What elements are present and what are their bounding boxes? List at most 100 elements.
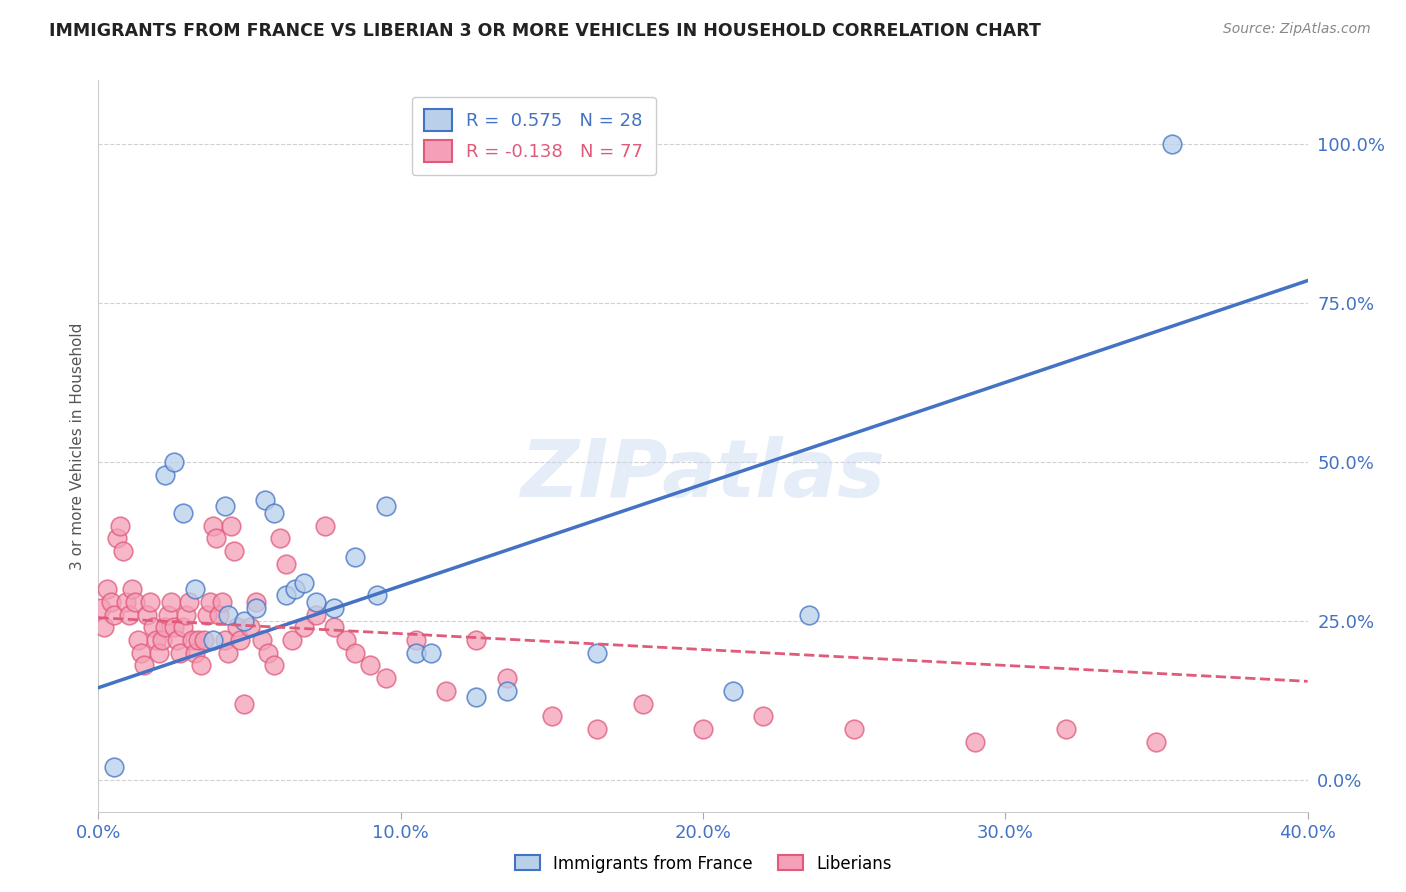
Point <box>214 500 236 514</box>
Point <box>284 582 307 596</box>
Point <box>100 595 122 609</box>
Point <box>172 620 194 634</box>
Point <box>163 620 186 634</box>
Point <box>263 658 285 673</box>
Point <box>465 632 488 647</box>
Point <box>1160 136 1182 151</box>
Text: IMMIGRANTS FROM FRANCE VS LIBERIAN 3 OR MORE VEHICLES IN HOUSEHOLD CORRELATION C: IMMIGRANTS FROM FRANCE VS LIBERIAN 3 OR … <box>49 22 1040 40</box>
Point <box>323 601 346 615</box>
Text: ZIPatlas: ZIPatlas <box>520 436 886 515</box>
Point <box>202 518 225 533</box>
Point <box>540 709 562 723</box>
Point <box>221 518 243 533</box>
Point <box>114 595 136 609</box>
Point <box>224 544 246 558</box>
Point <box>193 632 215 647</box>
Point <box>169 646 191 660</box>
Point <box>495 684 517 698</box>
Point <box>148 646 170 660</box>
Point <box>226 620 249 634</box>
Point <box>153 620 176 634</box>
Point <box>692 722 714 736</box>
Point <box>108 518 131 533</box>
Point <box>1144 735 1167 749</box>
Point <box>187 632 209 647</box>
Point <box>465 690 488 705</box>
Point <box>253 493 276 508</box>
Point <box>93 620 115 634</box>
Point <box>281 632 304 647</box>
Point <box>179 595 201 609</box>
Point <box>344 646 367 660</box>
Point <box>139 595 162 609</box>
Point <box>586 646 609 660</box>
Point <box>360 658 382 673</box>
Legend: R =  0.575   N = 28, R = -0.138   N = 77: R = 0.575 N = 28, R = -0.138 N = 77 <box>412 96 655 175</box>
Point <box>274 589 297 603</box>
Point <box>631 697 654 711</box>
Point <box>160 595 183 609</box>
Point <box>118 607 141 622</box>
Point <box>184 646 207 660</box>
Point <box>752 709 775 723</box>
Legend: Immigrants from France, Liberians: Immigrants from France, Liberians <box>508 848 898 880</box>
Point <box>121 582 143 596</box>
Point <box>90 601 112 615</box>
Point <box>292 575 315 590</box>
Point <box>323 620 346 634</box>
Point <box>586 722 609 736</box>
Point <box>129 646 152 660</box>
Point <box>723 684 745 698</box>
Point <box>250 632 273 647</box>
Point <box>374 671 396 685</box>
Point <box>314 518 336 533</box>
Text: Source: ZipAtlas.com: Source: ZipAtlas.com <box>1223 22 1371 37</box>
Point <box>195 607 218 622</box>
Point <box>256 646 278 660</box>
Point <box>269 531 291 545</box>
Point <box>335 632 357 647</box>
Point <box>124 595 146 609</box>
Point <box>145 632 167 647</box>
Point <box>135 607 157 622</box>
Point <box>202 632 225 647</box>
Point <box>245 601 267 615</box>
Point <box>166 632 188 647</box>
Point <box>163 455 186 469</box>
Point <box>96 582 118 596</box>
Point <box>103 607 125 622</box>
Point <box>172 506 194 520</box>
Point <box>150 632 173 647</box>
Point <box>366 589 388 603</box>
Point <box>190 658 212 673</box>
Point <box>127 632 149 647</box>
Point <box>214 632 236 647</box>
Point <box>232 697 254 711</box>
Point <box>200 595 222 609</box>
Point <box>1054 722 1077 736</box>
Y-axis label: 3 or more Vehicles in Household: 3 or more Vehicles in Household <box>69 322 84 570</box>
Point <box>111 544 134 558</box>
Point <box>229 632 252 647</box>
Point <box>305 595 328 609</box>
Point <box>217 607 239 622</box>
Point <box>105 531 128 545</box>
Point <box>405 646 427 660</box>
Point <box>245 595 267 609</box>
Point <box>965 735 987 749</box>
Point <box>208 607 231 622</box>
Point <box>181 632 204 647</box>
Point <box>205 531 228 545</box>
Point <box>434 684 457 698</box>
Point <box>344 550 367 565</box>
Point <box>263 506 285 520</box>
Point <box>174 607 197 622</box>
Point <box>156 607 179 622</box>
Point <box>211 595 233 609</box>
Point <box>103 760 125 774</box>
Point <box>797 607 820 622</box>
Point <box>142 620 165 634</box>
Point <box>844 722 866 736</box>
Point <box>305 607 328 622</box>
Point <box>153 467 176 482</box>
